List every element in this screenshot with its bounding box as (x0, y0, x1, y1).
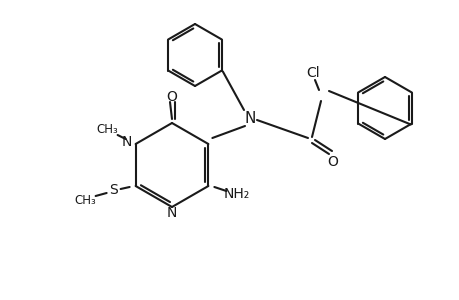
Text: N: N (244, 110, 255, 125)
Text: Cl: Cl (306, 66, 319, 80)
Text: N: N (167, 206, 177, 220)
Text: CH₃: CH₃ (96, 122, 118, 136)
Text: S: S (109, 183, 118, 197)
Text: N: N (121, 135, 132, 149)
Text: O: O (327, 155, 338, 169)
Text: O: O (166, 90, 177, 104)
Text: CH₃: CH₃ (75, 194, 96, 206)
Text: NH₂: NH₂ (223, 187, 249, 201)
